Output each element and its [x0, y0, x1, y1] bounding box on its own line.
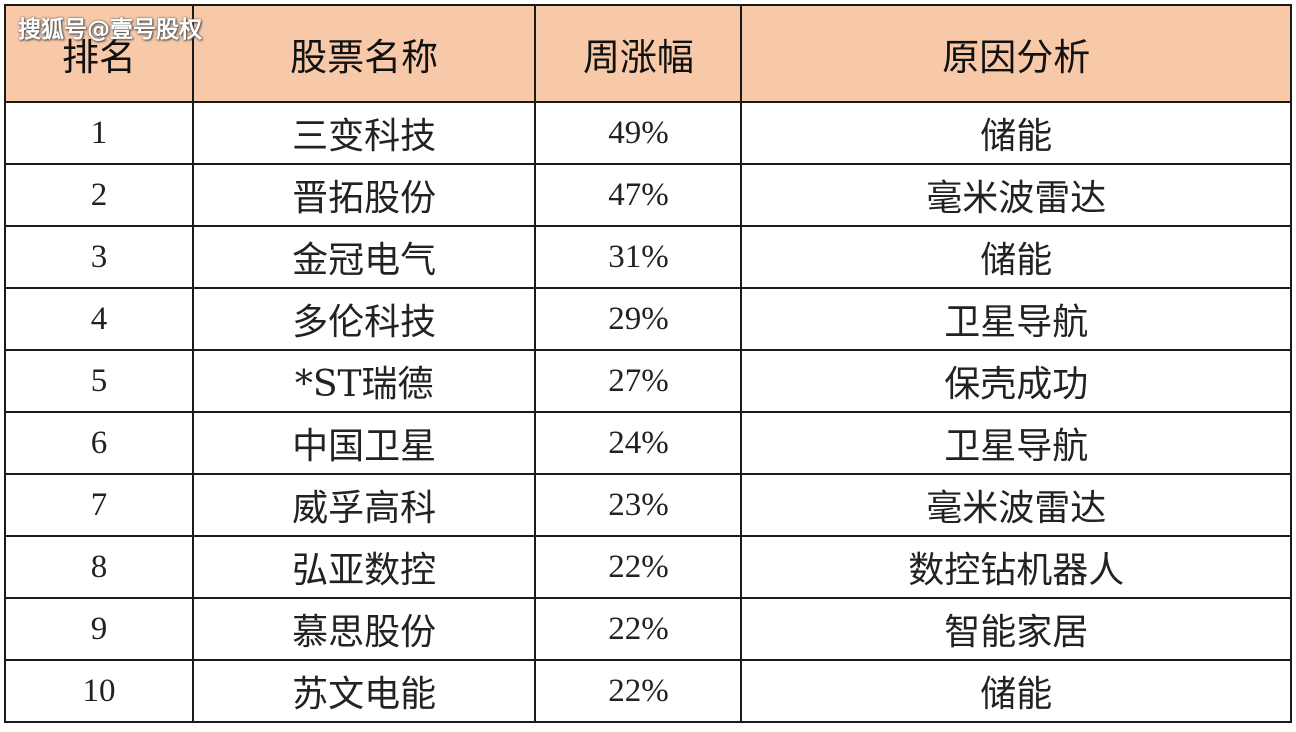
rank-cell: 9: [4, 597, 194, 661]
stock-name-cell: 威孚高科: [191, 473, 537, 537]
weekly-change-cell: 27%: [534, 349, 743, 413]
rank-cell: 6: [4, 411, 194, 475]
table-row: 7 威孚高科 23% 毫米波雷达: [4, 473, 1292, 537]
header-weekly-change: 周涨幅: [534, 4, 743, 103]
stock-name-cell: 苏文电能: [191, 659, 537, 723]
rank-cell: 10: [4, 659, 194, 723]
table-row: 9 慕思股份 22% 智能家居: [4, 597, 1292, 661]
header-reason: 原因分析: [740, 4, 1292, 103]
header-rank: 排名: [4, 4, 194, 103]
stock-name-cell: 金冠电气: [191, 225, 537, 289]
rank-cell: 5: [4, 349, 194, 413]
stock-name-cell: *ST瑞德: [191, 349, 537, 413]
table-row: 4 多伦科技 29% 卫星导航: [4, 287, 1292, 351]
reason-cell: 卫星导航: [740, 287, 1292, 351]
weekly-change-cell: 22%: [534, 535, 743, 599]
header-stock-name: 股票名称: [191, 4, 537, 103]
rank-cell: 1: [4, 101, 194, 165]
stock-name-cell: 弘亚数控: [191, 535, 537, 599]
rank-cell: 7: [4, 473, 194, 537]
weekly-change-cell: 22%: [534, 659, 743, 723]
reason-cell: 储能: [740, 101, 1292, 165]
weekly-change-cell: 23%: [534, 473, 743, 537]
stock-name-cell: 中国卫星: [191, 411, 537, 475]
weekly-change-cell: 47%: [534, 163, 743, 227]
weekly-change-cell: 24%: [534, 411, 743, 475]
stock-name-cell: 三变科技: [191, 101, 537, 165]
stock-name-cell: 晋拓股份: [191, 163, 537, 227]
watermark-text: 搜狐号@壹号股权: [18, 17, 202, 43]
table-row: 8 弘亚数控 22% 数控钻机器人: [4, 535, 1292, 599]
reason-cell: 储能: [740, 659, 1292, 723]
table-row: 6 中国卫星 24% 卫星导航: [4, 411, 1292, 475]
reason-cell: 毫米波雷达: [740, 163, 1292, 227]
weekly-change-cell: 31%: [534, 225, 743, 289]
table-row: 3 金冠电气 31% 储能: [4, 225, 1292, 289]
weekly-change-cell: 29%: [534, 287, 743, 351]
reason-cell: 储能: [740, 225, 1292, 289]
reason-cell: 智能家居: [740, 597, 1292, 661]
table-header-row: 排名 股票名称 周涨幅 原因分析: [4, 4, 1292, 103]
weekly-change-cell: 22%: [534, 597, 743, 661]
reason-cell: 卫星导航: [740, 411, 1292, 475]
reason-cell: 数控钻机器人: [740, 535, 1292, 599]
table-row: 2 晋拓股份 47% 毫米波雷达: [4, 163, 1292, 227]
rank-cell: 2: [4, 163, 194, 227]
stock-name-cell: 慕思股份: [191, 597, 537, 661]
table-row: 10 苏文电能 22% 储能: [4, 659, 1292, 723]
rank-cell: 4: [4, 287, 194, 351]
ranking-table: 排名 股票名称 周涨幅 原因分析 1 三变科技 49% 储能 2 晋拓股份 47…: [4, 4, 1292, 723]
rank-cell: 8: [4, 535, 194, 599]
table-row: 1 三变科技 49% 储能: [4, 101, 1292, 165]
reason-cell: 毫米波雷达: [740, 473, 1292, 537]
table-row: 5 *ST瑞德 27% 保壳成功: [4, 349, 1292, 413]
stock-name-cell: 多伦科技: [191, 287, 537, 351]
weekly-change-cell: 49%: [534, 101, 743, 165]
rank-cell: 3: [4, 225, 194, 289]
reason-cell: 保壳成功: [740, 349, 1292, 413]
